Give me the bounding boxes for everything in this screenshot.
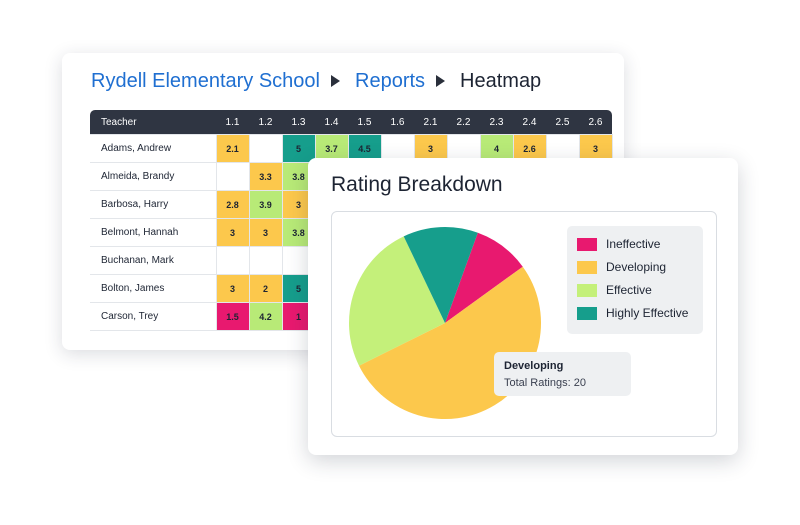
column-header: 1.3	[282, 110, 315, 135]
column-header: 2.2	[447, 110, 480, 135]
breadcrumb-arrow-icon	[331, 75, 340, 87]
column-header: 1.2	[249, 110, 282, 135]
teacher-name: Barbosa, Harry	[90, 190, 217, 219]
breakdown-title: Rating Breakdown	[331, 173, 503, 196]
teacher-name: Carson, Trey	[90, 302, 217, 331]
breakdown-panel: Ineffective Developing Effective Highly Eff…	[331, 211, 717, 437]
heatmap-cell[interactable]: 3	[215, 218, 250, 247]
heatmap-cell[interactable]	[248, 246, 283, 275]
heatmap-cell[interactable]	[215, 162, 250, 191]
column-header: 1.1	[216, 110, 249, 135]
heatmap-cell[interactable]: 3	[215, 274, 250, 303]
pie-slice-effective[interactable]	[348, 236, 445, 366]
breadcrumb-current: Heatmap	[460, 69, 542, 92]
heatmap-cell[interactable]: 5	[281, 134, 316, 163]
legend-swatch	[577, 237, 597, 251]
chart-tooltip: Developing Total Ratings: 20	[494, 352, 631, 396]
legend-label: Highly Effective	[606, 306, 689, 320]
heatmap-cell[interactable]: 3.9	[248, 190, 283, 219]
tooltip-value: Total Ratings: 20	[504, 377, 586, 389]
legend-label: Ineffective	[606, 237, 661, 251]
column-header: 2.3	[480, 110, 513, 135]
legend-item[interactable]: Effective	[577, 282, 652, 298]
teacher-name: Buchanan, Mark	[90, 246, 217, 275]
legend-label: Effective	[606, 283, 652, 297]
teacher-name: Bolton, James	[90, 274, 217, 303]
column-header: 2.1	[414, 110, 447, 135]
teacher-name: Belmont, Hannah	[90, 218, 217, 247]
chart-legend: Ineffective Developing Effective Highly Eff…	[567, 226, 703, 334]
breadcrumb-arrow-icon	[436, 75, 446, 87]
heatmap-cell[interactable]: 2.8	[215, 190, 250, 219]
legend-swatch	[577, 260, 597, 274]
heatmap-cell[interactable]: 2	[248, 274, 283, 303]
heatmap-cell[interactable]: 1.5	[215, 302, 250, 331]
breadcrumb: Rydell Elementary School Reports Heatmap	[91, 67, 541, 95]
breadcrumb-school-link[interactable]: Rydell Elementary School	[91, 69, 320, 92]
legend-item[interactable]: Highly Effective	[577, 305, 688, 321]
legend-label: Developing	[606, 260, 667, 274]
teacher-name: Almeida, Brandy	[90, 162, 217, 191]
heatmap-cell[interactable]: 3.3	[248, 162, 283, 191]
pie-slice-ineffective[interactable]	[445, 232, 523, 323]
rating-breakdown-card: Rating Breakdown Ineffective Developing Ef…	[308, 158, 738, 455]
teacher-name: Adams, Andrew	[90, 134, 217, 163]
pie-slice-highly-effective[interactable]	[403, 226, 478, 323]
column-header: 2.6	[579, 110, 612, 135]
heatmap-cell[interactable]: 2.1	[215, 134, 250, 163]
heatmap-cell[interactable]: 3	[248, 218, 283, 247]
legend-item[interactable]: Developing	[577, 259, 666, 275]
heatmap-cell[interactable]	[215, 246, 250, 275]
tooltip-title: Developing	[504, 360, 564, 372]
column-header: 2.4	[513, 110, 546, 135]
column-header: 1.6	[381, 110, 414, 135]
column-header: 2.5	[546, 110, 579, 135]
teacher-column-header: Teacher	[90, 110, 216, 135]
legend-item[interactable]: Ineffective	[577, 236, 660, 252]
heatmap-cell[interactable]: 4.2	[248, 302, 283, 331]
column-header: 1.5	[348, 110, 381, 135]
heatmap-cell[interactable]	[248, 134, 283, 163]
column-header: 1.4	[315, 110, 348, 135]
breadcrumb-reports-link[interactable]: Reports	[355, 69, 426, 92]
legend-swatch	[577, 306, 597, 320]
legend-swatch	[577, 283, 597, 297]
